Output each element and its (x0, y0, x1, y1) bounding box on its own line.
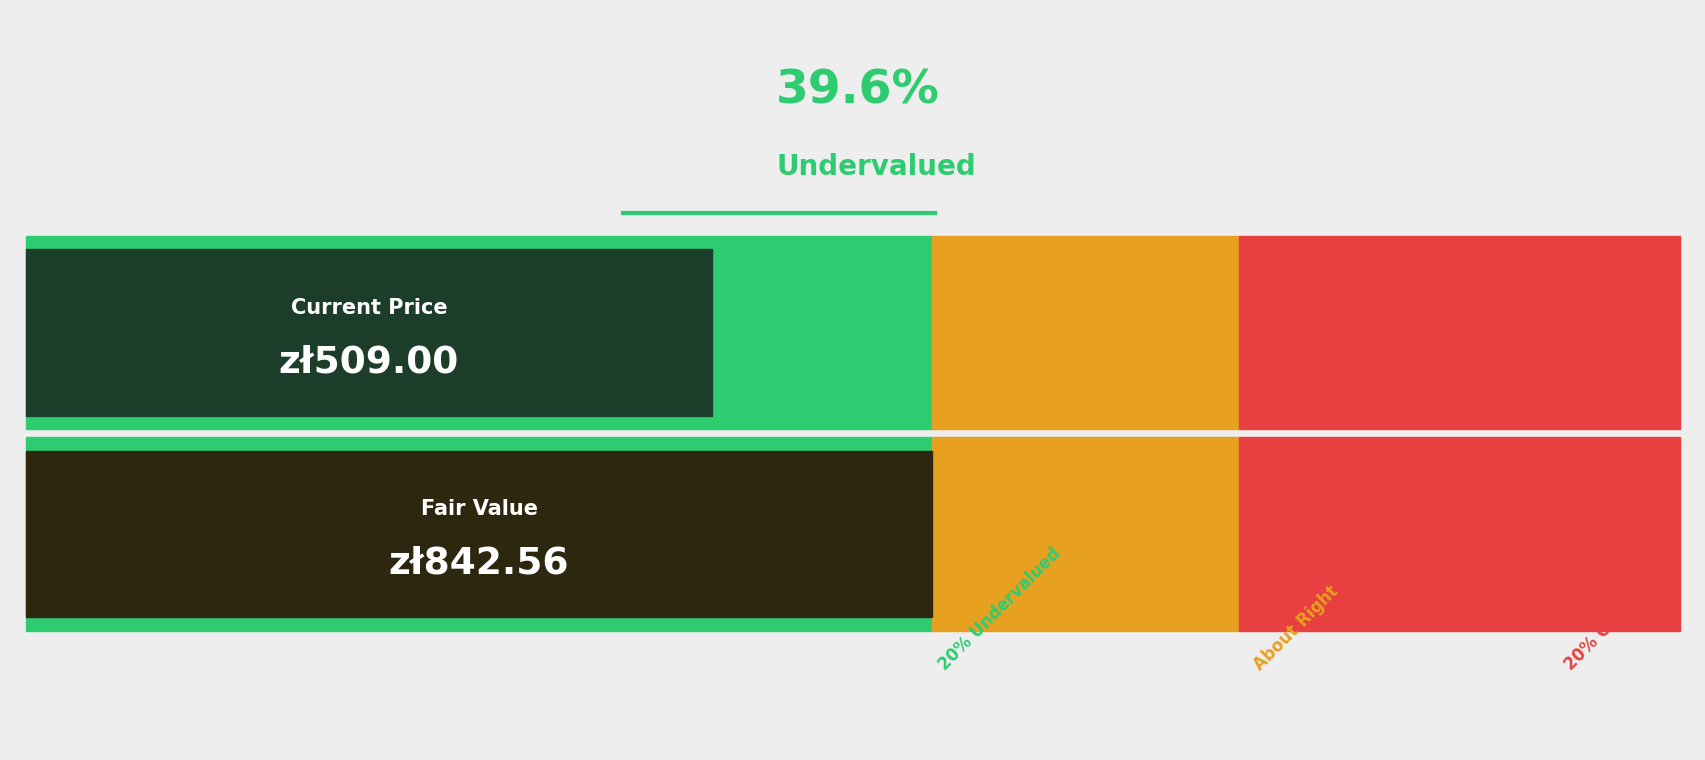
Bar (26, 249, 713, 416)
Bar (1238, 437, 1679, 631)
Bar (933, 437, 1238, 631)
Text: Current Price: Current Price (290, 297, 447, 318)
Text: Undervalued: Undervalued (776, 154, 975, 181)
Text: Fair Value: Fair Value (419, 499, 537, 519)
Bar (933, 236, 1238, 429)
Text: About Right: About Right (1250, 582, 1342, 674)
Bar (1238, 236, 1679, 429)
Text: 20% Undervalued: 20% Undervalued (934, 545, 1064, 674)
Bar (26, 451, 933, 617)
Bar (26, 437, 933, 631)
Bar (26, 236, 933, 429)
Text: 39.6%: 39.6% (776, 68, 939, 114)
Text: zł509.00: zł509.00 (278, 344, 459, 381)
Text: zł842.56: zł842.56 (389, 546, 569, 582)
Text: 20% Overvalued: 20% Overvalued (1560, 553, 1681, 674)
